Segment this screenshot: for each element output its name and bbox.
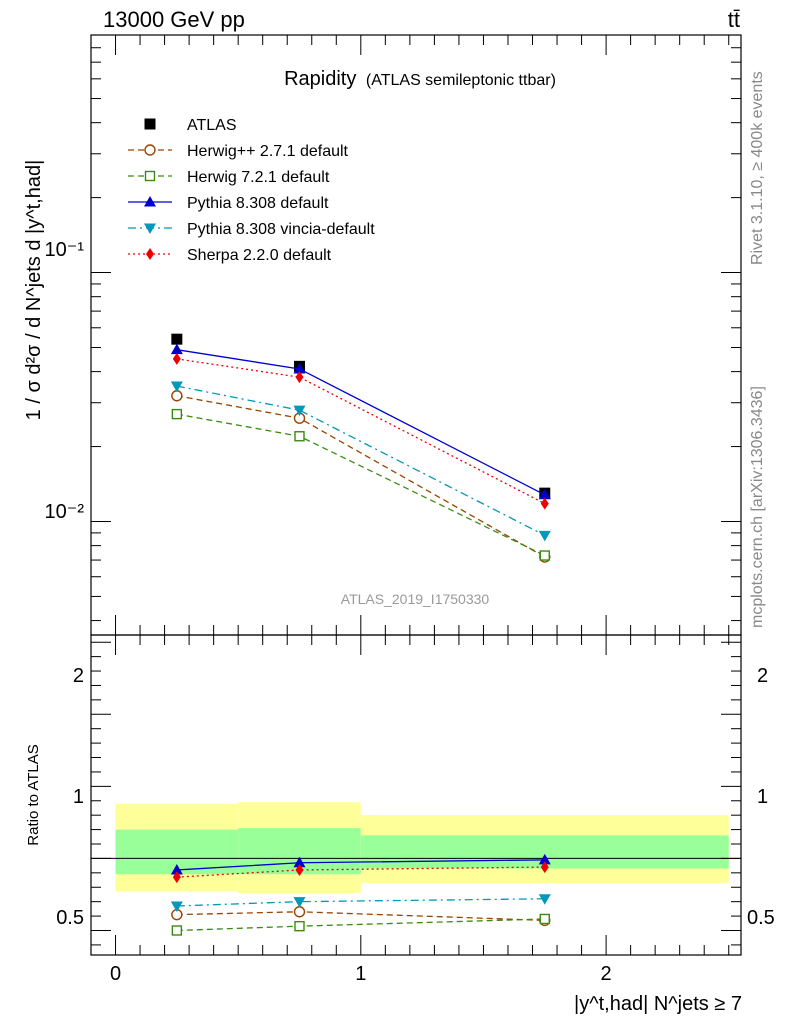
- main-panel: 10⁻¹ 10⁻² Rapidity (ATLAS semileptonic t…: [23, 34, 742, 636]
- herwig-7-2-1-default-point-2: [539, 550, 550, 561]
- ratio-pythia-8-308-vincia-default-line: [176, 898, 545, 907]
- ratio-herwig-7-2-1-default-point-0: [171, 925, 183, 936]
- ratio-y-axis-label: Ratio to ATLAS: [25, 744, 42, 845]
- x-tick-label-1: 1: [355, 963, 366, 985]
- ratio-sherpa-2-2-0-default-point-2: [540, 861, 549, 874]
- process-label: tt̄: [728, 7, 740, 32]
- atlas-point-0: [171, 333, 183, 345]
- ratio-sherpa-2-2-0-default-point-1: [295, 863, 304, 876]
- pythia-8-308-vincia-default-point-0: [170, 381, 183, 393]
- energy-label: 13000 GeV pp: [103, 7, 245, 32]
- main-x-axis-ticks: [115, 35, 730, 635]
- x-tick-label-2: 2: [601, 963, 612, 985]
- ratio-axis-ticks: [91, 635, 741, 955]
- pythia-8-308-default-point-1: [293, 362, 306, 374]
- main-y-axis-label: 1 / σ d²σ / d N^jets d |y^t,had|: [23, 160, 45, 421]
- pythia-8-308-vincia-default-point-1: [293, 405, 306, 417]
- ratio-pythia-8-308-default-point-0: [170, 863, 183, 875]
- herwig-2-7-1-default-line: [176, 395, 546, 558]
- legend-marker-herwig-7-2-1-default: [144, 170, 156, 182]
- sherpa-2-2-0-default-point-2: [540, 497, 549, 510]
- ratio-y-tick-label-right-1: 1: [757, 786, 768, 808]
- ratio-sherpa-2-2-0-default-point-0: [172, 871, 181, 884]
- ratio-y-tick-label-right-2: 2: [757, 665, 768, 687]
- ratio-herwig-7-2-1-default-point-1: [294, 920, 305, 932]
- ratio-pythia-8-308-vincia-default-point-0: [170, 901, 183, 912]
- main-y-tick-label-2: 10⁻²: [45, 501, 85, 523]
- main-series-group: [170, 333, 551, 563]
- ratio-y-tick-label-right-0.5: 0.5: [747, 907, 775, 929]
- legend-label-pythia-8-308-default: Pythia 8.308 default: [187, 195, 329, 212]
- main-y-axis-ticks: [91, 34, 741, 622]
- main-chart-title: Rapidity (ATLAS semileptonic ttbar): [284, 68, 556, 90]
- main-y-tick-label-1: 10⁻¹: [45, 239, 85, 261]
- legend-marker-sherpa-2-2-0-default: [146, 248, 154, 260]
- ratio-pythia-8-308-vincia-default-point-2: [538, 894, 551, 905]
- analysis-label: ATLAS_2019_I1750330: [341, 591, 490, 607]
- rivet-version-label: Rivet 3.1.10, ≥ 400k events: [749, 71, 766, 265]
- pythia-8-308-vincia-default-line: [176, 385, 546, 536]
- ratio-y-tick-label-left-1: 1: [73, 786, 84, 808]
- herwig-2-7-1-default-point-0: [171, 390, 183, 402]
- ratio-sherpa-2-2-0-default-line: [176, 866, 545, 878]
- pythia-8-308-default-point-2: [538, 488, 551, 500]
- sherpa-2-2-0-default-line: [176, 358, 546, 505]
- ratio-y-tick-label-left-0.5: 0.5: [56, 907, 84, 929]
- legend-marker-atlas: [144, 118, 156, 130]
- ratio-series-group: [170, 853, 551, 936]
- ratio-pythia-8-308-default-point-1: [293, 856, 306, 868]
- ratio-pythia-8-308-default-point-2: [538, 853, 551, 865]
- legend-label-herwig-2-7-1-default: Herwig++ 2.7.1 default: [187, 143, 349, 160]
- main-chart-subtitle: (ATLAS semileptonic ttbar): [366, 72, 556, 89]
- mcplots-url-label: mcplots.cern.ch [arXiv:1306.3436]: [749, 386, 766, 628]
- x-tick-label-0: 0: [110, 963, 121, 985]
- ratio-y-tick-label-left-2: 2: [73, 665, 84, 687]
- legend-marker-herwig-2-7-1-default: [144, 144, 156, 156]
- legend: ATLAS Herwig++ 2.7.1 default Herwig 7.2.1 …: [128, 117, 375, 264]
- herwig-7-2-1-default-line: [176, 413, 546, 557]
- ratio-plot-frame: [90, 634, 742, 956]
- legend-label-sherpa-2-2-0-default: Sherpa 2.2.0 default: [187, 247, 332, 264]
- ratio-herwig-7-2-1-default-line: [176, 918, 545, 932]
- x-axis-label: |y^t,had| N^jets ≥ 7: [574, 993, 742, 1015]
- legend-marker-pythia-8-308-default: [144, 196, 156, 207]
- sherpa-2-2-0-default-point-0: [172, 352, 181, 365]
- main-chart-title-main: Rapidity: [284, 68, 356, 90]
- ratio-herwig-2-7-1-default-point-1: [293, 906, 306, 918]
- ratio-panel: 0.5 1 2 0.5 1 2 Ratio to ATLAS 0 1 2 |y^…: [25, 634, 775, 1015]
- uncertainty-bands: [115, 802, 729, 894]
- ratio-pythia-8-308-vincia-default-point-1: [293, 897, 306, 908]
- herwig-7-2-1-default-point-0: [171, 408, 183, 420]
- herwig-7-2-1-default-point-1: [294, 431, 305, 442]
- legend-label-herwig-7-2-1-default: Herwig 7.2.1 default: [187, 169, 330, 186]
- ratio-herwig-2-7-1-default-line: [176, 911, 545, 922]
- pythia-8-308-vincia-default-point-2: [538, 530, 551, 542]
- pythia-8-308-default-point-0: [170, 343, 183, 355]
- legend-label-pythia-8-308-vincia-default: Pythia 8.308 vincia-default: [187, 221, 375, 238]
- legend-marker-pythia-8-308-vincia-default: [144, 223, 156, 234]
- ratio-herwig-7-2-1-default-point-2: [539, 913, 550, 925]
- sherpa-2-2-0-default-point-1: [295, 371, 304, 384]
- legend-label-atlas: ATLAS: [187, 117, 237, 134]
- pythia-8-308-default-line: [176, 349, 546, 496]
